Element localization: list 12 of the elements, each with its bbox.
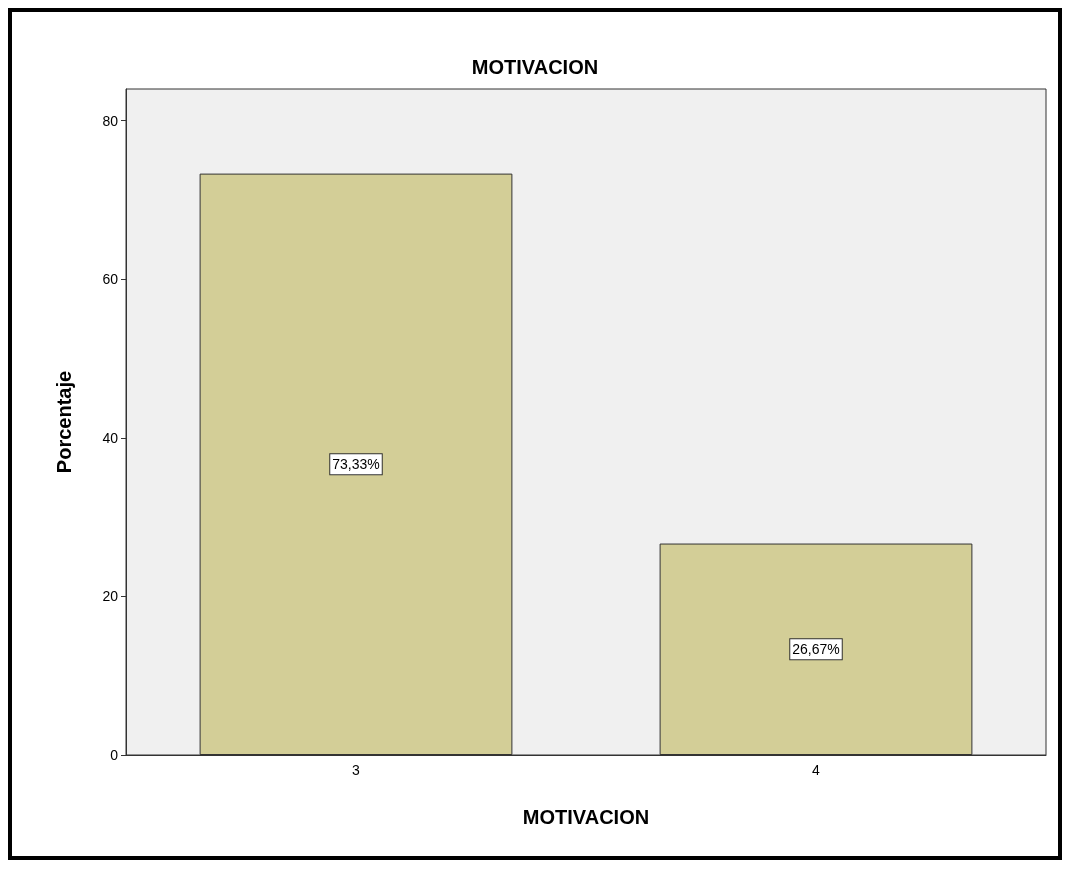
chart-title: MOTIVACION bbox=[471, 56, 599, 78]
x-axis-title: MOTIVACION bbox=[522, 806, 650, 828]
data-label: 26,67% bbox=[792, 641, 840, 658]
x-tick-label: 3 bbox=[352, 762, 361, 778]
y-tick-label: 20 bbox=[102, 588, 119, 605]
y-axis-title: Porcentaje bbox=[53, 370, 75, 474]
y-tick-label: 0 bbox=[110, 747, 119, 763]
y-tick-label: 60 bbox=[102, 271, 119, 288]
y-tick-label: 80 bbox=[102, 112, 119, 129]
x-tick-label: 4 bbox=[812, 762, 821, 778]
y-tick-label: 40 bbox=[102, 429, 119, 446]
data-label: 73,33% bbox=[332, 456, 380, 473]
